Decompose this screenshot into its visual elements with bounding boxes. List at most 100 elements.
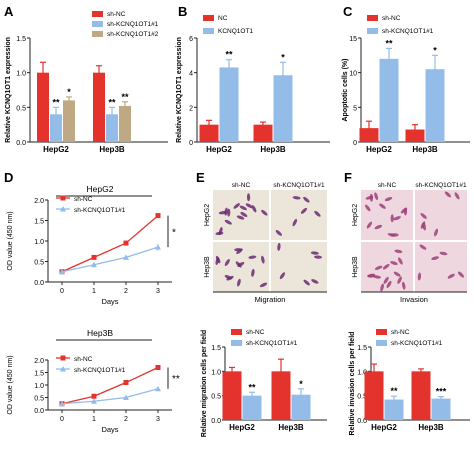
stained-cell [384, 196, 393, 202]
stained-cell [439, 251, 448, 256]
stained-cell [422, 222, 426, 231]
legend-label: sh-KCNQ1OT1#2 [107, 31, 159, 38]
micrograph-image [271, 242, 327, 292]
stained-cell [259, 282, 268, 288]
micrograph-column-label: sh-NC [378, 182, 397, 189]
micrograph-caption: Invasion [400, 295, 428, 304]
y-tick-label: 0.5 [16, 105, 26, 112]
stained-cell [251, 268, 255, 277]
significance-mark: ** [390, 386, 398, 396]
x-tick-label: 2 [124, 416, 128, 423]
y-tick-label: 1.5 [357, 345, 367, 352]
significance-mark: * [281, 52, 285, 62]
legend-swatch [367, 15, 378, 21]
stained-cell [447, 273, 455, 279]
stained-cell [394, 249, 403, 254]
legend-swatch [231, 340, 242, 346]
bar-hep3b-1 [425, 69, 445, 142]
data-point [123, 240, 129, 246]
stained-cell [248, 255, 257, 259]
data-point [91, 261, 97, 268]
stained-cell [374, 224, 383, 230]
stained-cell [390, 261, 398, 266]
stained-cell [245, 203, 253, 209]
y-tick-label: 0.5 [211, 394, 221, 401]
micrograph-row-label: HepG2 [204, 204, 211, 226]
stained-cell [365, 195, 374, 200]
stained-cell [367, 274, 376, 278]
legend-label: sh-NC [391, 329, 410, 336]
y-tick-label: 6 [189, 36, 193, 43]
bar-hepg2-0 [364, 371, 384, 420]
data-point [91, 254, 97, 260]
stained-cell [224, 207, 228, 216]
legend-marker [60, 366, 66, 372]
stained-cell [420, 213, 427, 219]
data-point [59, 268, 65, 275]
legend-swatch [376, 340, 387, 346]
legend-swatch [203, 28, 214, 34]
stained-cell [227, 208, 231, 217]
legend-label: sh-KCNQ1OT1#1 [74, 207, 126, 214]
significance-mark: *** [436, 387, 447, 397]
stained-cell [277, 242, 281, 251]
stained-cell [380, 283, 384, 292]
y-tick-label: 0.0 [16, 140, 26, 147]
bar-hepg2-1 [242, 395, 262, 420]
bar-hep3b-1 [106, 114, 118, 142]
y-tick-label: 0.0 [34, 408, 44, 415]
micrograph-grid-migration: sh-NC sh-KCNQ1OT1#1 HepG2 Hep3B Migration [204, 182, 327, 304]
x-tick-label: 0 [60, 288, 64, 295]
stained-cell [215, 231, 224, 236]
panel-letter-e: E [196, 170, 205, 185]
stained-cell [366, 221, 373, 229]
x-category-label: Hep3B [278, 423, 304, 432]
micrograph-column-label: sh-KCNQ1OT1#1 [415, 182, 467, 189]
y-tick-label: 1.5 [34, 371, 44, 378]
x-tick-label: 3 [156, 416, 160, 423]
stained-cell [224, 219, 232, 225]
chart-panel-c: 0 5 10 15 Apoptotic cells (%) ** HepG2 * Hep3B sh… [342, 15, 470, 154]
stained-cell [373, 275, 382, 279]
panel-letter-b: B [178, 4, 187, 19]
x-tick-label: 2 [124, 288, 128, 295]
micrograph-row-label: HepG2 [352, 204, 359, 226]
y-tick-label: 0 [189, 140, 193, 147]
chart-panel-d-hepg2: 0.0 0.5 1.0 1.5 2.0 0 1 2 3 Days OD value (450 nm)… [7, 184, 176, 306]
legend-label: sh-NC [382, 15, 401, 22]
bar-hepg2-1 [50, 114, 62, 142]
stained-cell [239, 205, 247, 211]
stained-cell [311, 279, 319, 284]
stained-cell [246, 193, 251, 202]
series-line-1 [61, 246, 159, 273]
bar-hepg2-1 [219, 67, 239, 142]
bar-hepg2-1 [384, 399, 404, 420]
micrograph-row-label: Hep3B [204, 256, 211, 278]
stained-cell [401, 281, 406, 290]
stained-cell [390, 214, 394, 223]
x-axis-label: Days [101, 425, 118, 434]
series-line-0 [61, 366, 159, 405]
bar-hep3b-0 [93, 72, 105, 142]
stained-cell [386, 280, 392, 288]
y-tick-label: 1.0 [357, 369, 367, 376]
bar-hep3b-0 [271, 371, 291, 420]
y-tick-label: 1.0 [34, 383, 44, 390]
series-line-0 [61, 215, 159, 273]
micrograph-caption: Migration [255, 295, 286, 304]
significance-mark: ** [248, 382, 256, 392]
stained-cell [292, 218, 298, 227]
stained-cell [382, 263, 390, 270]
stained-cell [454, 192, 460, 200]
significance-mark: * [172, 227, 176, 238]
bar-hep3b-2 [119, 105, 131, 142]
legend-label: sh-KCNQ1OT1#1 [382, 28, 434, 35]
y-tick-label: 0.5 [357, 394, 367, 401]
legend-swatch [367, 28, 378, 34]
data-point [123, 380, 129, 385]
x-tick-label: 3 [156, 288, 160, 295]
stained-cell [374, 192, 379, 201]
